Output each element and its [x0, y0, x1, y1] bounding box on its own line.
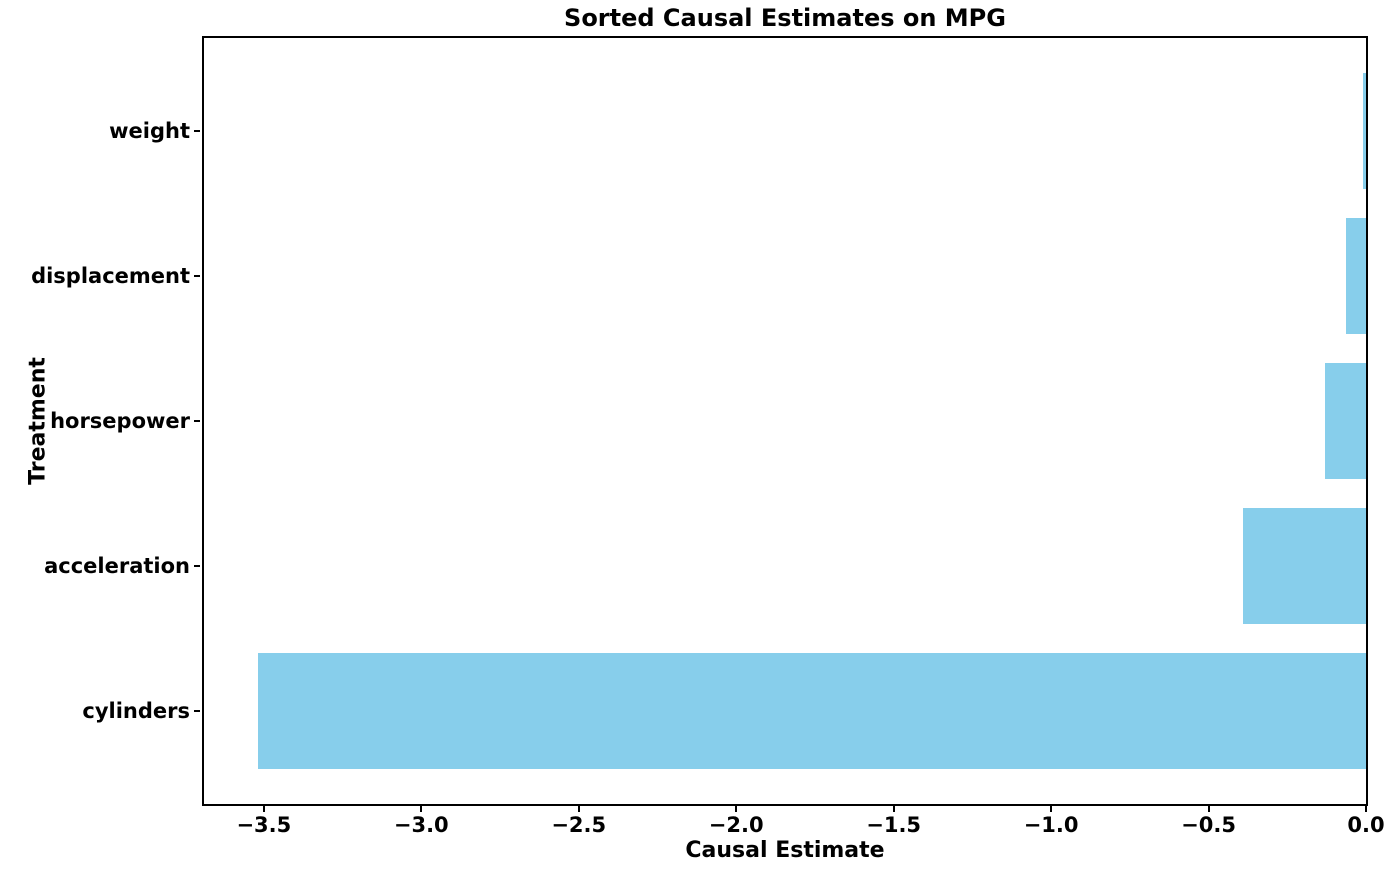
x-tick-label: −3.0 [393, 813, 449, 837]
y-tick-mark [194, 710, 200, 713]
y-axis-label: Treatment [25, 357, 51, 485]
bar-horsepower [1325, 362, 1366, 480]
x-axis-label: Causal Estimate [685, 838, 885, 863]
x-tick-mark [577, 806, 580, 812]
x-tick-label: −1.5 [866, 813, 922, 837]
x-tick-mark [420, 806, 423, 812]
y-tick-mark [194, 274, 200, 277]
bar-cylinders [257, 653, 1366, 770]
y-tick-label-horsepower: horsepower [50, 409, 190, 433]
x-tick-label: −3.5 [236, 813, 292, 837]
x-tick-label: 0.0 [1347, 813, 1385, 837]
x-tick-mark [1365, 806, 1367, 812]
y-tick-mark [194, 565, 200, 568]
y-tick-label-acceleration: acceleration [44, 554, 190, 579]
y-tick-mark [194, 129, 200, 132]
x-tick-label: −2.5 [551, 813, 607, 837]
bar-acceleration [1243, 508, 1366, 625]
y-tick-label-weight: weight [109, 118, 190, 143]
x-tick-mark [892, 806, 895, 812]
x-tick-label: −2.0 [708, 813, 764, 837]
chart-title: Sorted Causal Estimates on MPG [564, 4, 1006, 32]
y-tick-label-displacement: displacement [31, 263, 190, 288]
x-tick-mark [735, 806, 738, 812]
x-tick-label: −1.0 [1023, 813, 1079, 837]
x-tick-label: −0.5 [1181, 813, 1236, 837]
x-tick-mark [1050, 806, 1053, 812]
y-tick-mark [194, 420, 200, 422]
x-tick-mark [1207, 806, 1210, 812]
x-tick-mark [262, 806, 265, 812]
bar-weight [1362, 72, 1366, 189]
bar-displacement [1345, 217, 1366, 334]
y-tick-label-cylinders: cylinders [82, 699, 190, 724]
plot-area: weight displacement horsepower acceleration… [31, 36, 1385, 837]
